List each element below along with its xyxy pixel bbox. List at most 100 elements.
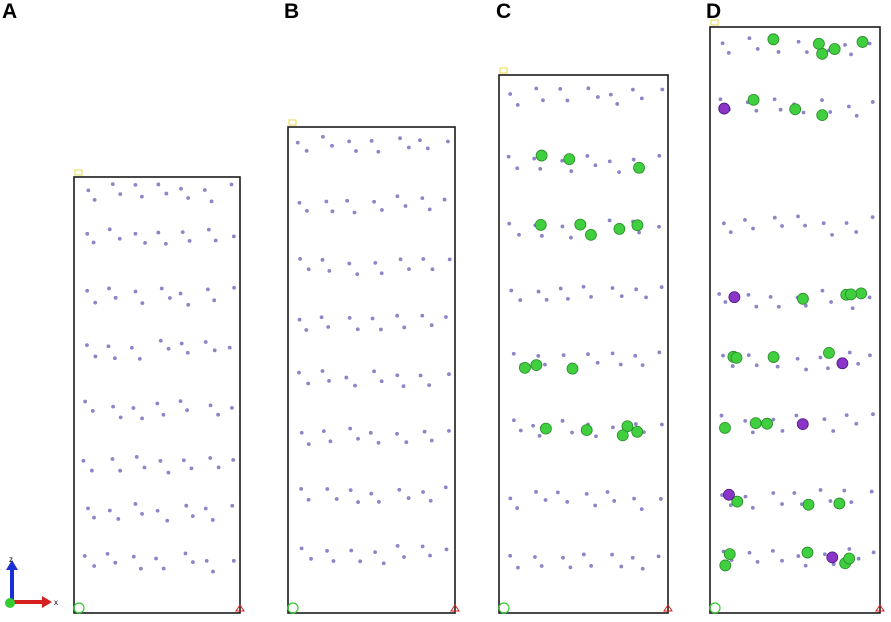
lattice-atom bbox=[560, 158, 565, 163]
lattice-atom bbox=[326, 325, 331, 329]
magnesium-ion bbox=[836, 357, 849, 370]
lattice-atom bbox=[608, 92, 613, 97]
lattice-atom bbox=[348, 488, 353, 493]
lattice-atom bbox=[212, 348, 217, 353]
lattice-atom bbox=[595, 360, 600, 365]
panel-label-c: C bbox=[496, 0, 512, 23]
lattice-atom bbox=[404, 440, 409, 445]
lattice-atom bbox=[429, 438, 434, 443]
lattice-atom bbox=[565, 500, 570, 504]
lattice-atom bbox=[321, 429, 326, 434]
lattice-atom bbox=[89, 468, 94, 473]
lattice-atom bbox=[353, 383, 357, 388]
lattice-atom bbox=[750, 505, 755, 510]
lattice-atom bbox=[358, 559, 363, 564]
lattice-atom bbox=[406, 496, 411, 500]
lattice-atom bbox=[306, 497, 311, 502]
lattice-atom bbox=[328, 439, 333, 444]
lattice-atom bbox=[726, 50, 731, 55]
lattice-atom bbox=[139, 194, 144, 199]
lattice-atom bbox=[561, 353, 566, 357]
lattice-atom bbox=[216, 465, 221, 470]
lattice-atom bbox=[506, 154, 511, 159]
lattice-atom bbox=[610, 286, 615, 290]
lattice-atom bbox=[771, 491, 776, 495]
lattice-atom bbox=[379, 379, 384, 384]
lattice-atom bbox=[158, 338, 163, 343]
lattice-atom bbox=[730, 364, 735, 368]
lattice-atom bbox=[181, 458, 186, 463]
lattice-atom bbox=[850, 306, 855, 311]
lattice-atom bbox=[110, 182, 115, 187]
lattice-atom bbox=[379, 327, 383, 332]
lattice-atom bbox=[867, 295, 872, 300]
lattice-atom bbox=[356, 436, 360, 441]
lattice-atom bbox=[185, 408, 189, 413]
lattice-atom bbox=[429, 323, 434, 328]
magnesium-ion bbox=[718, 102, 731, 115]
lattice-atom bbox=[595, 95, 600, 99]
lattice-atom bbox=[515, 506, 520, 510]
lattice-atom bbox=[165, 518, 170, 523]
magnesium-ion bbox=[826, 551, 839, 564]
sodium-ion bbox=[574, 218, 587, 231]
lattice-atom bbox=[344, 375, 349, 380]
lattice-atom bbox=[320, 369, 325, 373]
sodium-ion bbox=[816, 109, 829, 122]
lattice-atom bbox=[750, 430, 755, 435]
panel-a bbox=[73, 169, 245, 614]
panels-layer bbox=[73, 19, 885, 614]
lattice-atom bbox=[395, 313, 400, 318]
lattice-atom bbox=[212, 298, 217, 303]
lattice-atom bbox=[186, 196, 191, 200]
lattice-atom bbox=[536, 289, 541, 294]
lattice-atom bbox=[869, 489, 874, 494]
lattice-atom bbox=[202, 188, 207, 192]
lattice-atom bbox=[656, 554, 661, 559]
sodium-ion bbox=[719, 422, 731, 434]
lattice-atom bbox=[427, 207, 432, 212]
lattice-atom bbox=[771, 417, 776, 422]
sodium-ion bbox=[789, 103, 802, 116]
origin-marker bbox=[498, 602, 510, 614]
lattice-atom bbox=[105, 552, 110, 556]
lattice-atom bbox=[91, 240, 96, 245]
sodium-ion bbox=[530, 359, 543, 372]
lattice-atom bbox=[796, 39, 801, 44]
lattice-atom bbox=[659, 422, 664, 427]
lattice-atom bbox=[778, 107, 783, 112]
lattice-atom bbox=[780, 224, 784, 228]
lattice-atom bbox=[569, 169, 574, 174]
lattice-atom bbox=[533, 555, 537, 559]
lattice-atom bbox=[870, 215, 875, 220]
lattice-atom bbox=[775, 364, 780, 369]
sodium-ion bbox=[823, 346, 835, 359]
sodium-ion bbox=[843, 552, 856, 565]
lattice-atom bbox=[868, 353, 872, 358]
lattice-atom bbox=[844, 413, 849, 418]
lattice-atom bbox=[231, 234, 236, 239]
lattice-atom bbox=[379, 271, 384, 276]
lattice-atom bbox=[517, 232, 521, 237]
lattice-atom bbox=[560, 418, 565, 423]
lattice-atom bbox=[639, 507, 644, 512]
lattice-atom bbox=[751, 226, 755, 231]
lattice-atom bbox=[369, 138, 374, 143]
lattice-atom bbox=[155, 508, 160, 513]
lattice-atom bbox=[428, 553, 432, 558]
lattice-atom bbox=[657, 153, 662, 158]
lattice-atom bbox=[518, 428, 523, 433]
lattice-atom bbox=[376, 440, 381, 445]
lattice-atom bbox=[373, 550, 378, 555]
lattice-atom bbox=[822, 552, 827, 557]
lattice-atom bbox=[397, 487, 402, 492]
lattice-atom bbox=[754, 108, 759, 113]
lattice-atom bbox=[118, 192, 123, 197]
lattice-atom bbox=[203, 340, 208, 344]
lattice-atom bbox=[541, 98, 545, 103]
lattice-atom bbox=[347, 261, 352, 266]
lattice-atom bbox=[81, 458, 86, 463]
lattice-atom bbox=[118, 415, 123, 420]
lattice-atom bbox=[106, 344, 111, 349]
lattice-atom bbox=[632, 496, 636, 501]
